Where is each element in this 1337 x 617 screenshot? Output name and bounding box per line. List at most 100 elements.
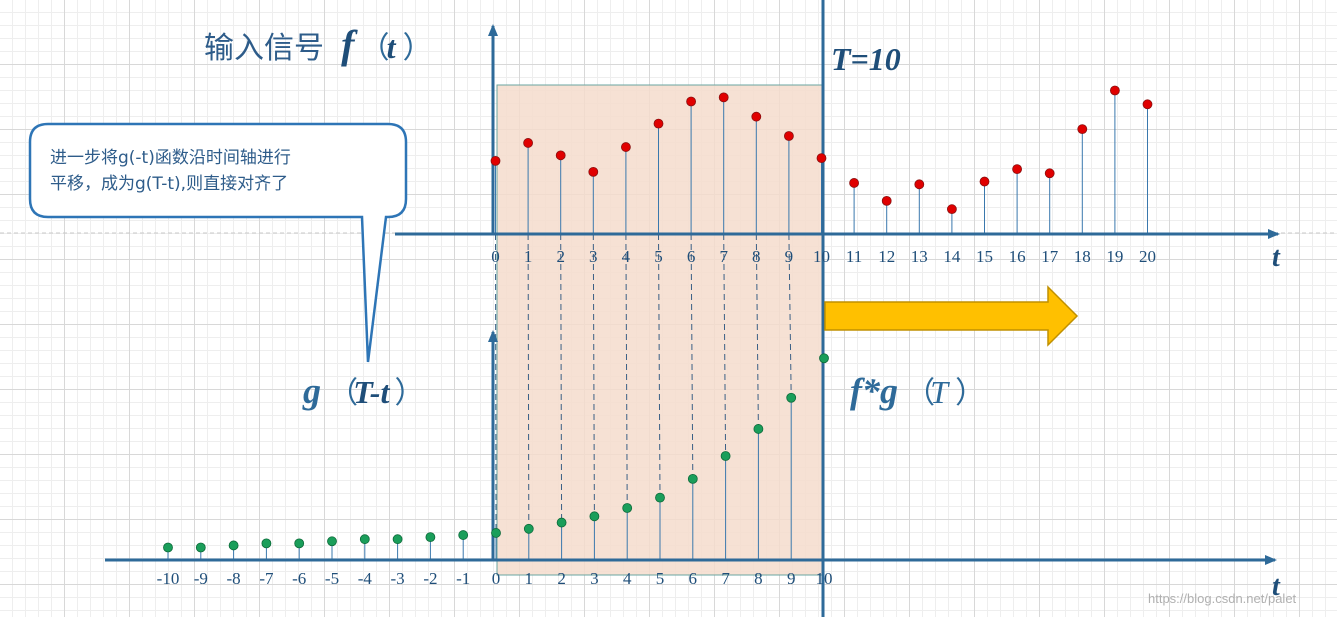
- top-axis-label: t: [1272, 242, 1281, 273]
- alignment-dash: [592, 233, 595, 517]
- alignment-dash: [527, 233, 530, 529]
- bottom-tick-label: 3: [590, 569, 599, 588]
- bottom-tick-label: 9: [787, 569, 796, 588]
- g-point: [491, 528, 501, 538]
- top-tick-label: 12: [878, 247, 895, 266]
- g-label-inner: T-t: [353, 374, 390, 410]
- bottom-tick-label: -5: [325, 569, 339, 588]
- top-tick-label: 13: [911, 247, 928, 266]
- top-tick-label: 14: [943, 247, 961, 266]
- alignment-dash: [723, 233, 727, 457]
- callout-line-1: 进一步将g(-t)函数沿时间轴进行: [50, 148, 291, 168]
- T-label: T=10: [831, 41, 901, 77]
- top-tick-label: 4: [622, 247, 631, 266]
- g-point: [294, 538, 305, 549]
- g-point: [163, 542, 173, 553]
- g-points: [163, 353, 829, 553]
- bottom-tick-label: -10: [157, 569, 180, 588]
- alignment-dash: [788, 233, 792, 398]
- bottom-tick-label: 7: [721, 569, 730, 588]
- bottom-tick-label: -4: [358, 569, 373, 588]
- f-points: [490, 85, 1153, 215]
- g-point: [687, 473, 698, 484]
- g-point: [425, 532, 436, 543]
- bottom-axis-label: t: [1272, 571, 1281, 602]
- f-point: [1044, 168, 1055, 179]
- top-tick-label: 20: [1139, 247, 1156, 266]
- bottom-tick-label: -3: [391, 569, 405, 588]
- title-t: t: [387, 29, 397, 65]
- top-tick-label: 1: [524, 247, 533, 266]
- g-point: [327, 536, 337, 547]
- g-point: [359, 534, 370, 545]
- top-tick-label: 8: [752, 247, 761, 266]
- top-tick-label: 16: [1009, 247, 1026, 266]
- bottom-axis-ticks: -10 -9 -8 -7 -6 -5 -4 -3 -2 -1 0 1 2 3 4 5 6 7 8 9 10: [157, 569, 833, 588]
- f-point: [1110, 85, 1120, 96]
- top-tick-label: 0: [491, 247, 500, 266]
- g-point: [655, 492, 665, 503]
- bottom-tick-label: 1: [525, 569, 534, 588]
- g-label-g: g: [302, 371, 321, 411]
- f-point: [555, 150, 566, 161]
- bottom-tick-label: 4: [623, 569, 632, 588]
- g-point: [523, 523, 534, 534]
- f-point: [914, 179, 925, 190]
- title-close-paren: ）: [403, 31, 433, 66]
- g-point: [195, 542, 206, 553]
- bottom-tick-label: -8: [227, 569, 241, 588]
- top-tick-label: 17: [1041, 247, 1059, 266]
- f-point: [1077, 124, 1088, 135]
- alignment-dash: [690, 233, 694, 479]
- top-tick-label: 3: [589, 247, 598, 266]
- g-point: [589, 511, 600, 522]
- f-point: [751, 111, 762, 122]
- conv-label: f*g （ T ）: [850, 371, 985, 411]
- alignment-dash: [495, 233, 497, 533]
- f-point: [621, 142, 631, 152]
- conv-label-close: ）: [955, 376, 985, 411]
- f-stems: [495, 90, 1148, 234]
- bottom-tick-label: 5: [656, 569, 665, 588]
- g-point: [753, 424, 764, 434]
- watermark: https://blog.csdn.net/palet: [1148, 591, 1297, 606]
- top-tick-label: 18: [1074, 247, 1091, 266]
- bottom-tick-label: 0: [492, 569, 501, 588]
- bottom-tick-label: 6: [689, 569, 698, 588]
- title-text: 输入信号: [204, 31, 324, 66]
- f-point: [718, 92, 729, 103]
- f-point: [881, 195, 892, 206]
- bottom-tick-label: 8: [754, 569, 763, 588]
- g-point: [720, 451, 731, 461]
- f-point: [490, 155, 501, 166]
- bottom-tick-label: -9: [194, 569, 208, 588]
- f-point: [849, 178, 859, 188]
- top-tick-label: 9: [785, 247, 794, 266]
- bottom-tick-label: 2: [557, 569, 566, 588]
- g-point: [786, 392, 797, 403]
- f-point: [686, 96, 696, 107]
- g-point: [261, 538, 272, 549]
- g-label: g （ T-t ）: [302, 371, 424, 411]
- g-point: [622, 503, 633, 513]
- shift-arrow: [824, 285, 1079, 347]
- alignment-dash: [625, 233, 628, 509]
- top-tick-label: 7: [719, 247, 728, 266]
- g-label-close: ）: [394, 376, 424, 411]
- g-point: [228, 540, 239, 551]
- bottom-tick-label: -6: [292, 569, 306, 588]
- top-axis-ticks: 0 1 2 3 4 5 6 7 8 9 10 11 12 13 14 15 16 17 18 19 20: [491, 247, 1156, 266]
- g-point: [392, 534, 403, 545]
- callout-line-2: 平移，成为g(T-t),则直接对齐了: [50, 174, 288, 194]
- title-f: f: [341, 22, 358, 67]
- f-point: [947, 204, 957, 215]
- f-point: [588, 166, 599, 177]
- callout-bubble: [28, 122, 408, 363]
- alignment-dash: [755, 233, 759, 429]
- g-point: [556, 517, 567, 528]
- top-tick-label: 19: [1106, 247, 1123, 266]
- top-tick-label: 10: [813, 247, 830, 266]
- alignment-dash: [658, 233, 661, 498]
- f-point: [653, 118, 664, 129]
